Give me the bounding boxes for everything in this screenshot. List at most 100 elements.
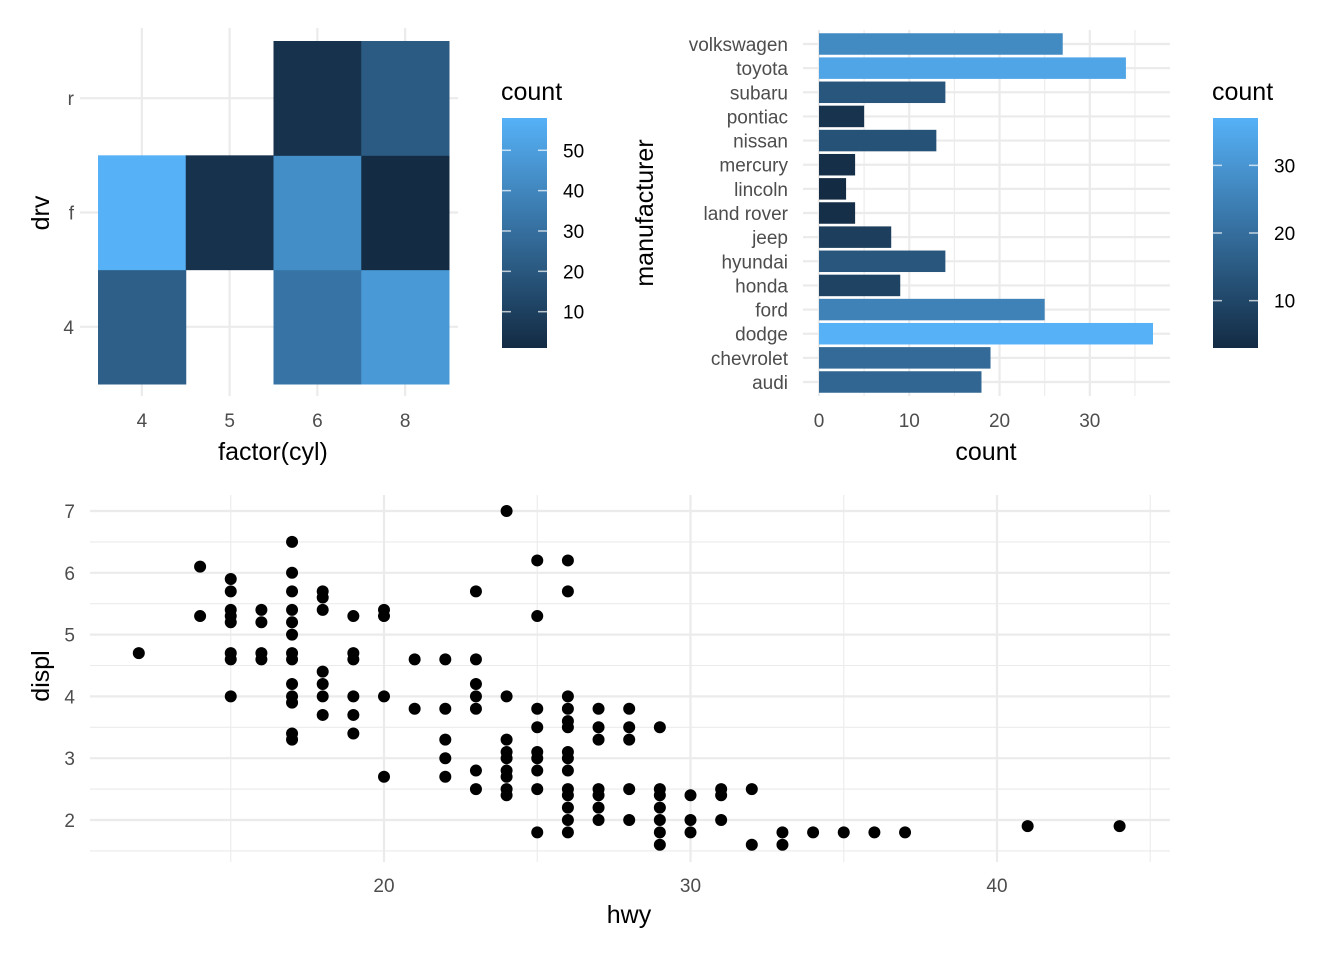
bar-honda	[819, 274, 901, 297]
scatter-point	[286, 616, 299, 629]
scatter-point	[531, 721, 544, 734]
scatter-point	[531, 764, 544, 777]
heatmap-cell	[273, 269, 362, 385]
scatter-point	[316, 665, 329, 678]
bar-nissan	[819, 129, 937, 152]
heatmap-y-axis-title: drv	[27, 195, 55, 230]
heatmap-y-tick-label: f	[69, 204, 75, 225]
scatter-point	[286, 733, 299, 746]
bar-subaru	[819, 81, 946, 104]
scatter-point	[224, 572, 237, 585]
scatter-point	[255, 603, 268, 616]
bar-x-tick-label: 30	[1079, 411, 1100, 432]
scatter-point	[653, 814, 666, 826]
scatter-point	[623, 733, 636, 746]
scatter-point	[592, 789, 605, 802]
scatter-point	[715, 789, 728, 802]
bar-y-tick-label: lincoln	[734, 180, 788, 201]
bar-y-tick-label: hyundai	[721, 252, 788, 273]
bar-volkswagen	[819, 33, 1063, 55]
scatter-points	[132, 505, 1126, 851]
scatter-point	[623, 721, 636, 734]
scatter-point	[500, 690, 513, 703]
scatter-point	[378, 690, 390, 703]
heatmap-x-axis-title: factor(cyl)	[218, 438, 328, 466]
scatter-point	[255, 653, 268, 666]
scatter-point	[837, 826, 850, 839]
bar-x-tick-label: 0	[814, 411, 825, 432]
bar-y-tick-label: nissan	[733, 132, 788, 153]
heatmap-legend-tick-label: 50	[563, 141, 584, 162]
scatter-point	[868, 826, 881, 839]
bar-y-tick-label: audi	[752, 373, 788, 394]
heatmap-x-tick-label: 8	[400, 411, 411, 432]
bar-y-tick-label: land rover	[704, 204, 789, 225]
scatter-point	[653, 801, 666, 814]
scatter-point	[500, 770, 513, 783]
scatter-point	[745, 838, 758, 851]
scatter-point	[684, 826, 697, 839]
scatter-point	[531, 554, 544, 567]
scatter-point	[439, 770, 452, 783]
scatter-point	[469, 678, 482, 691]
heatmap-cell	[361, 269, 450, 385]
bar-mercury	[819, 153, 856, 176]
heatmap-cell	[98, 269, 187, 385]
scatter-point	[653, 838, 666, 851]
bar-legend-tick-label: 10	[1274, 292, 1295, 313]
scatter-point	[316, 603, 329, 616]
heatmap-x-tick-label: 5	[224, 411, 235, 432]
scatter-point	[286, 566, 299, 579]
scatter-point	[715, 814, 728, 826]
heatmap-legend-tick-label: 30	[563, 222, 584, 243]
heatmap-cell	[98, 155, 187, 271]
bar-y-tick-label: chevrolet	[711, 349, 789, 370]
bar-dodge	[819, 322, 1153, 345]
scatter-point	[469, 702, 482, 715]
bar-color-legend: count 10 20 30	[1212, 78, 1295, 348]
heatmap-y-tick-label: r	[68, 89, 75, 110]
scatter-point	[531, 702, 544, 715]
scatter-y-tick-label: 5	[64, 626, 75, 647]
bar-panel: 0 10 20 30 audi chevrolet dodge ford honda hyund…	[631, 30, 1295, 466]
heatmap-legend-colorbar	[502, 118, 547, 348]
scatter-point	[224, 690, 237, 703]
scatter-point	[776, 826, 789, 839]
bar-y-tick-label: ford	[755, 301, 788, 322]
scatter-point	[194, 610, 207, 623]
scatter-point	[286, 603, 299, 616]
scatter-point	[745, 783, 758, 796]
scatter-y-tick-label: 7	[64, 502, 75, 523]
bar-legend-title: count	[1212, 78, 1273, 106]
bar-chevrolet	[819, 347, 991, 369]
scatter-point	[684, 814, 697, 826]
scatter-point	[439, 733, 452, 746]
scatter-point	[469, 764, 482, 777]
scatter-point	[500, 733, 513, 746]
scatter-point	[592, 814, 605, 826]
heatmap-x-tick-labels: 4 5 6 8	[137, 411, 411, 432]
scatter-point	[623, 783, 636, 796]
scatter-point	[286, 696, 299, 709]
bar-legend-tick-label: 30	[1274, 156, 1295, 177]
bar-land-rover	[819, 202, 856, 224]
bar-lincoln	[819, 178, 847, 200]
bar-toyota	[819, 57, 1126, 79]
heatmap-legend-title: count	[501, 78, 562, 106]
scatter-point	[592, 801, 605, 814]
bar-y-axis-title: manufacturer	[631, 139, 659, 286]
scatter-point	[316, 678, 329, 691]
scatter-point	[316, 690, 329, 703]
scatter-point	[653, 721, 666, 734]
scatter-point	[316, 708, 329, 721]
scatter-y-tick-label: 2	[64, 811, 75, 832]
scatter-x-tick-label: 30	[680, 876, 701, 897]
scatter-point	[347, 727, 360, 740]
scatter-point	[561, 801, 574, 814]
heatmap-panel: 4 5 6 8 4 f r factor(cyl) drv count 10 20 30 40 5…	[27, 28, 584, 466]
bar-ford	[819, 298, 1045, 321]
scatter-y-tick-label: 6	[64, 564, 75, 585]
scatter-point	[469, 653, 482, 666]
heatmap-cells	[98, 41, 450, 385]
